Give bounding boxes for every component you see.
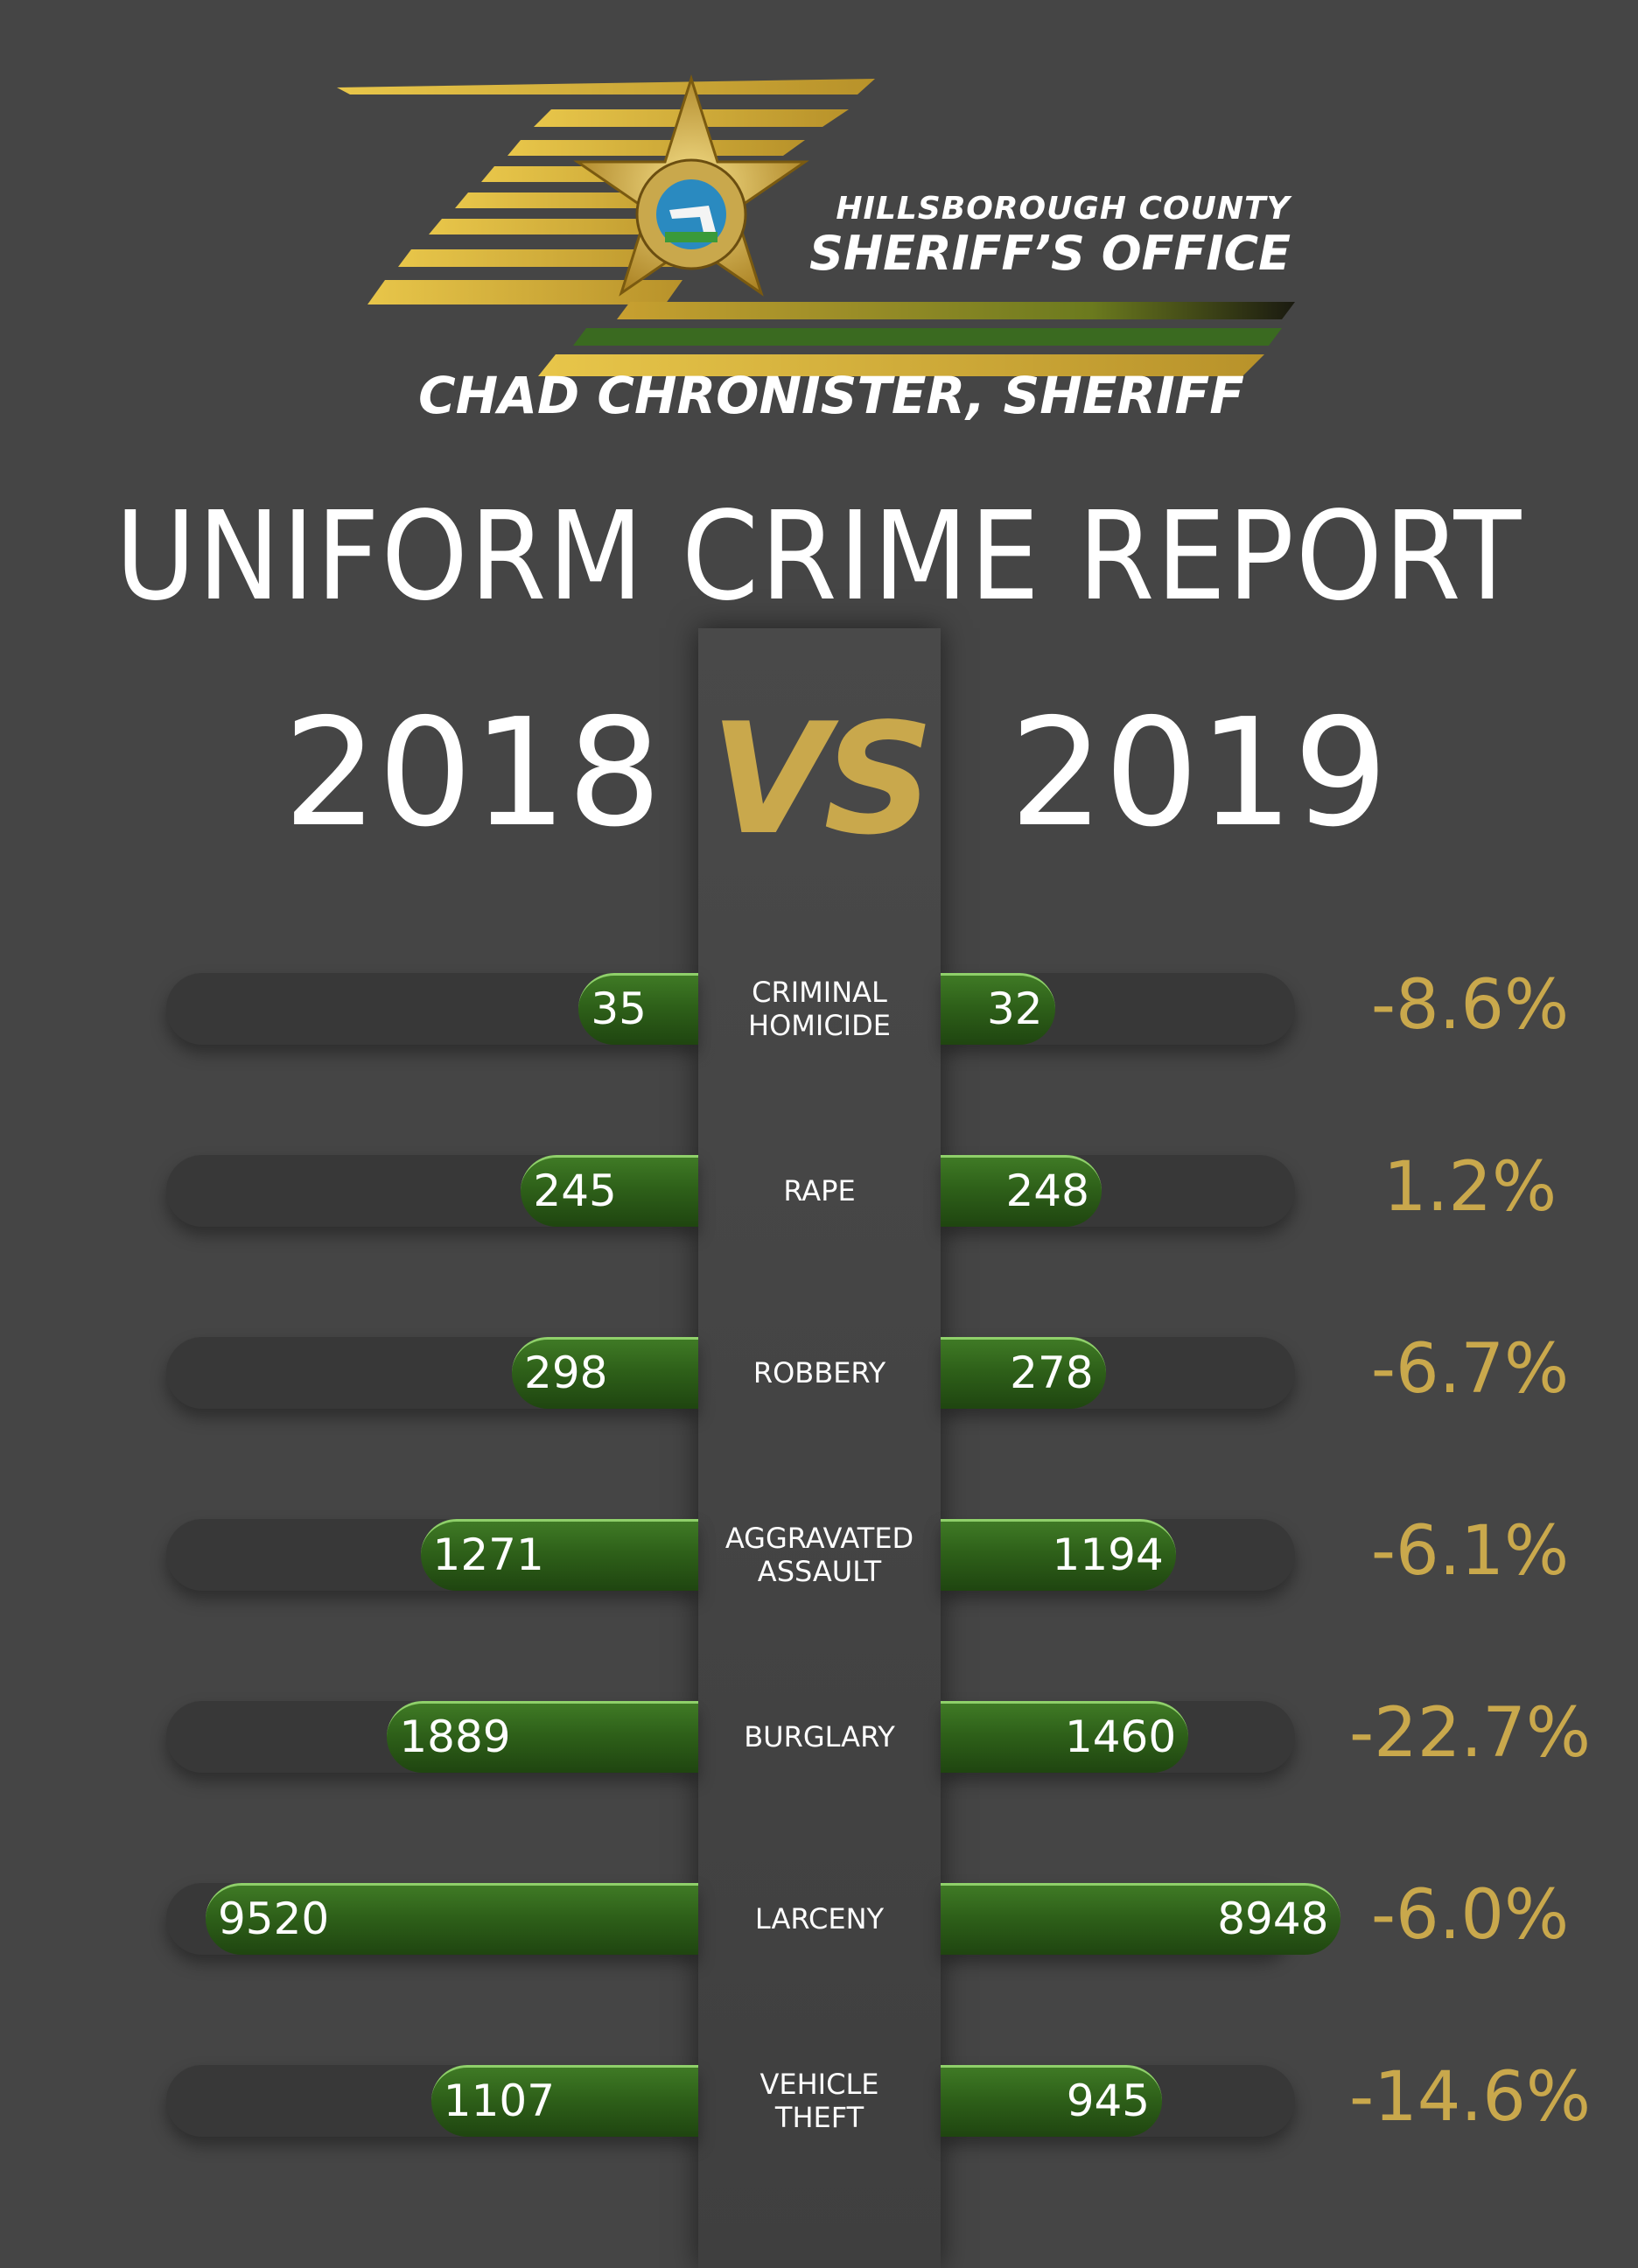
percent-change: -6.0%	[1370, 1876, 1570, 1955]
bar-2019: 248	[941, 1155, 1102, 1227]
center-column	[698, 628, 941, 2268]
bar-2018: 1889	[387, 1701, 698, 1773]
bar-2019: 278	[941, 1337, 1106, 1409]
percent-change: 1.2%	[1382, 1148, 1558, 1227]
crime-label-line: VEHICLE	[760, 2068, 879, 2101]
bar-2019: 1460	[941, 1701, 1189, 1773]
percent-change: -14.6%	[1349, 2058, 1591, 2137]
bar-2019: 945	[941, 2065, 1163, 2137]
crime-label-line: THEFT	[774, 2101, 864, 2134]
crime-label-line: ASSAULT	[757, 1555, 882, 1588]
percent-change: -6.7%	[1370, 1330, 1570, 1409]
crime-label-line: CRIMINAL	[752, 976, 887, 1009]
crime-label: ROBBERY	[698, 1356, 941, 1390]
right-year: 2019	[1009, 687, 1389, 860]
sheriff-name: CHAD CHRONISTER, SHERIFF	[418, 366, 1244, 425]
org-name-line1: HILLSBOROUGH COUNTY	[836, 191, 1291, 227]
crime-label: VEHICLE THEFT	[698, 2068, 941, 2134]
bar-2019: 32	[941, 973, 1055, 1045]
crime-label-line: ROBBERY	[752, 1356, 886, 1390]
crime-label-line: RAPE	[783, 1174, 856, 1208]
crime-label: AGGRAVATED ASSAULT	[698, 1522, 941, 1588]
bar-2019: 8948	[941, 1883, 1341, 1955]
bar-2018: 245	[521, 1155, 698, 1227]
crime-label: RAPE	[698, 1174, 941, 1208]
percent-change: -22.7%	[1349, 1694, 1591, 1773]
crime-label-line: HOMICIDE	[748, 1009, 891, 1042]
crime-label: CRIMINAL HOMICIDE	[698, 976, 941, 1042]
percent-change: -8.6%	[1370, 966, 1570, 1045]
bar-2019: 1194	[941, 1519, 1176, 1591]
crime-label-line: AGGRAVATED	[724, 1522, 914, 1555]
report-title: UNIFORM CRIME REPORT	[115, 486, 1523, 628]
crime-label-line: BURGLARY	[744, 1720, 895, 1754]
crime-label: LARCENY	[698, 1902, 941, 1936]
bar-2018: 35	[578, 973, 698, 1045]
bar-2018: 1107	[430, 2065, 698, 2137]
percent-change: -6.1%	[1370, 1512, 1570, 1591]
bar-2018: 298	[512, 1337, 698, 1409]
left-year: 2018	[283, 687, 662, 860]
crime-label-line: LARCENY	[754, 1902, 885, 1936]
bar-2018: 9520	[206, 1883, 698, 1955]
org-name-line2: SHERIFF’S OFFICE	[809, 226, 1291, 281]
vs-label: VS	[710, 691, 934, 869]
crime-label: BURGLARY	[698, 1720, 941, 1754]
sheriff-logo	[337, 74, 1295, 376]
bar-2018: 1271	[420, 1519, 698, 1591]
